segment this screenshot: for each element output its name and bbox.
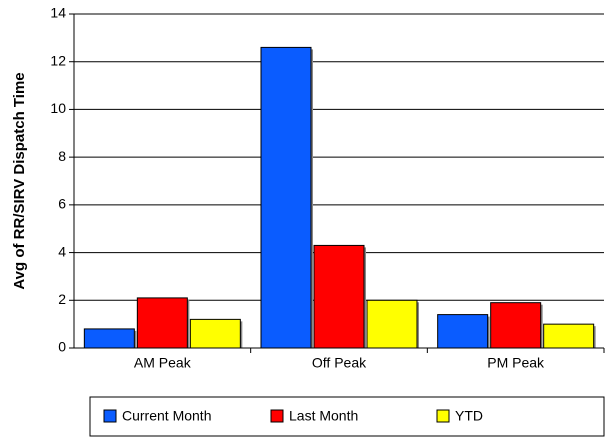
legend-swatch xyxy=(270,409,284,423)
bar xyxy=(189,318,241,349)
x-tick-label: AM Peak xyxy=(134,355,192,371)
y-tick-label: 14 xyxy=(50,5,66,21)
bar xyxy=(490,302,542,349)
legend-swatch xyxy=(103,409,117,423)
y-axis-label: Avg of RR/SIRV Dispatch Time xyxy=(11,72,28,289)
bar xyxy=(260,46,312,349)
bar xyxy=(543,323,595,349)
bar xyxy=(313,244,365,349)
y-tick-label: 0 xyxy=(58,339,66,355)
y-tick-label: 8 xyxy=(58,148,66,164)
x-tick-label: PM Peak xyxy=(487,355,545,371)
y-tick-label: 4 xyxy=(58,243,66,259)
legend-swatch xyxy=(436,409,450,423)
bar xyxy=(136,297,188,349)
y-tick-label: 2 xyxy=(58,291,66,307)
legend-label: YTD xyxy=(455,408,483,424)
legend-box xyxy=(89,396,605,437)
legend-label: Last Month xyxy=(289,408,358,424)
bar xyxy=(366,299,418,349)
y-tick-label: 12 xyxy=(50,52,66,68)
bar xyxy=(83,328,135,349)
bar xyxy=(437,314,489,349)
y-tick-label: 10 xyxy=(50,100,66,116)
x-tick-label: Off Peak xyxy=(312,355,367,371)
legend-label: Current Month xyxy=(122,408,211,424)
y-tick-label: 6 xyxy=(58,196,66,212)
